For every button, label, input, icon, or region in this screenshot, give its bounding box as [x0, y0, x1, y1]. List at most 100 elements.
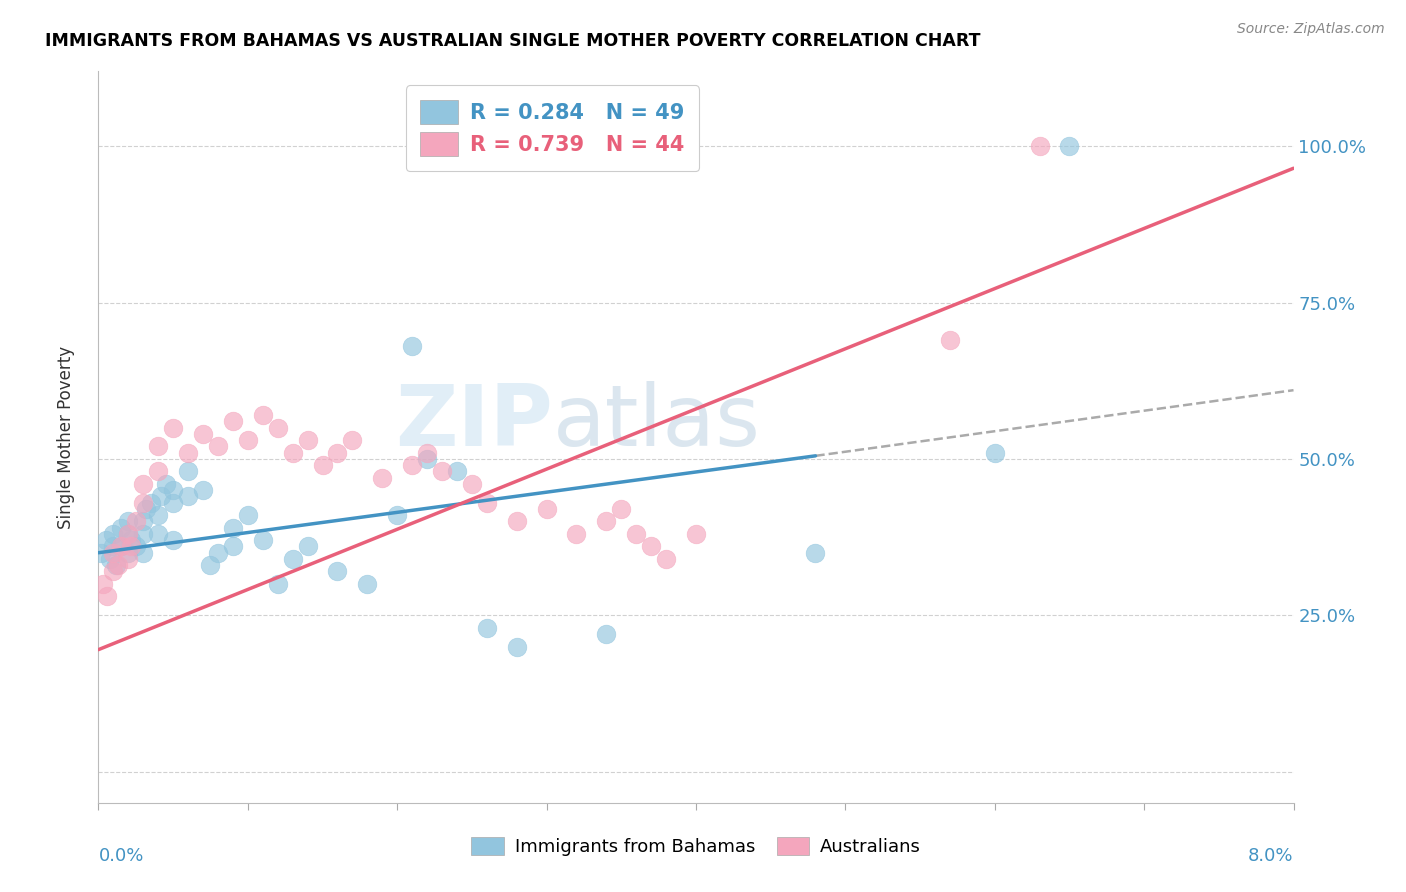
Point	[252, 533, 274, 548]
Point	[125, 540, 148, 554]
Point	[110, 540, 132, 554]
Point	[1059, 139, 1081, 153]
Point	[371, 471, 394, 485]
Point	[148, 465, 170, 479]
Point	[342, 434, 364, 448]
Legend: Immigrants from Bahamas, Australians: Immigrants from Bahamas, Australians	[464, 830, 928, 863]
Point	[177, 490, 200, 504]
Point	[110, 521, 132, 535]
Point	[595, 515, 617, 529]
Point	[446, 465, 468, 479]
Point	[475, 621, 498, 635]
Point	[222, 521, 245, 535]
Point	[207, 546, 229, 560]
Point	[506, 515, 529, 529]
Point	[207, 440, 229, 454]
Point	[506, 640, 529, 654]
Point	[120, 540, 142, 554]
Text: 0.0%: 0.0%	[98, 847, 143, 864]
Text: 8.0%: 8.0%	[1249, 847, 1294, 864]
Point	[135, 502, 157, 516]
Point	[655, 552, 678, 566]
Point	[236, 434, 259, 448]
Point	[401, 339, 423, 353]
Point	[132, 546, 155, 560]
Point	[461, 477, 484, 491]
Point	[177, 446, 200, 460]
Point	[191, 483, 214, 498]
Point	[356, 577, 378, 591]
Point	[117, 552, 139, 566]
Y-axis label: Single Mother Poverty: Single Mother Poverty	[56, 345, 75, 529]
Point	[311, 458, 333, 473]
Point	[222, 540, 245, 554]
Point	[595, 627, 617, 641]
Point	[117, 546, 139, 560]
Point	[117, 527, 139, 541]
Point	[103, 527, 125, 541]
Point	[267, 577, 290, 591]
Point	[125, 515, 148, 529]
Text: atlas: atlas	[553, 381, 761, 464]
Point	[162, 533, 184, 548]
Point	[117, 527, 139, 541]
Point	[148, 440, 170, 454]
Point	[939, 333, 962, 347]
Point	[107, 558, 129, 573]
Point	[162, 496, 184, 510]
Point	[401, 458, 423, 473]
Point	[475, 496, 498, 510]
Point	[236, 508, 259, 523]
Point	[252, 408, 274, 422]
Point	[1028, 139, 1050, 153]
Point	[117, 515, 139, 529]
Point	[98, 552, 122, 566]
Point	[132, 515, 155, 529]
Point	[297, 540, 319, 554]
Point	[610, 502, 633, 516]
Point	[804, 546, 827, 560]
Point	[385, 508, 409, 523]
Point	[132, 477, 155, 491]
Point	[626, 527, 648, 541]
Point	[297, 434, 319, 448]
Point	[162, 420, 184, 434]
Point	[94, 533, 117, 548]
Point	[281, 552, 304, 566]
Point	[91, 577, 114, 591]
Point	[267, 420, 290, 434]
Point	[984, 446, 1007, 460]
Point	[132, 527, 155, 541]
Point	[103, 565, 125, 579]
Point	[191, 426, 214, 441]
Point	[105, 558, 128, 573]
Point	[103, 540, 125, 554]
Point	[162, 483, 184, 498]
Point	[565, 527, 588, 541]
Point	[148, 527, 170, 541]
Point	[326, 565, 349, 579]
Point	[416, 446, 439, 460]
Point	[90, 546, 112, 560]
Point	[139, 496, 162, 510]
Point	[326, 446, 349, 460]
Point	[150, 490, 173, 504]
Point	[110, 540, 132, 554]
Point	[685, 527, 707, 541]
Point	[155, 477, 177, 491]
Point	[148, 508, 170, 523]
Point	[281, 446, 304, 460]
Text: IMMIGRANTS FROM BAHAMAS VS AUSTRALIAN SINGLE MOTHER POVERTY CORRELATION CHART: IMMIGRANTS FROM BAHAMAS VS AUSTRALIAN SI…	[45, 32, 980, 50]
Point	[177, 465, 200, 479]
Point	[222, 414, 245, 428]
Point	[200, 558, 222, 573]
Point	[103, 546, 125, 560]
Text: Source: ZipAtlas.com: Source: ZipAtlas.com	[1237, 22, 1385, 37]
Point	[640, 540, 662, 554]
Text: ZIP: ZIP	[395, 381, 553, 464]
Point	[536, 502, 558, 516]
Point	[132, 496, 155, 510]
Point	[96, 590, 118, 604]
Point	[416, 452, 439, 467]
Point	[430, 465, 453, 479]
